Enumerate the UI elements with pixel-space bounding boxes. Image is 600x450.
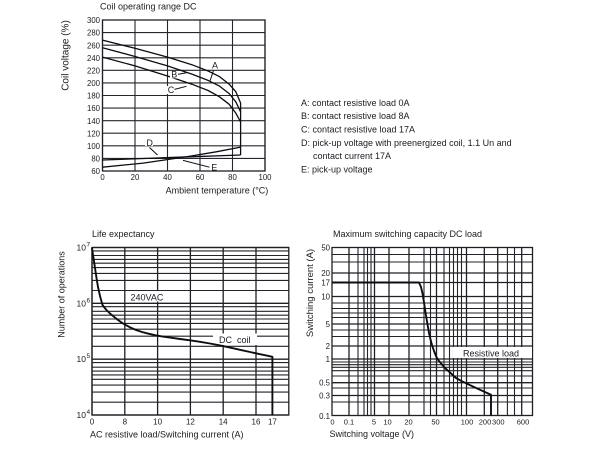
svg-text:100: 100 <box>87 142 101 151</box>
svg-text:B: B <box>171 69 177 79</box>
svg-text:E: pick-up voltage: E: pick-up voltage <box>301 164 373 174</box>
svg-text:1: 1 <box>326 355 330 364</box>
svg-text:40: 40 <box>163 173 172 182</box>
svg-text:4: 4 <box>87 409 91 416</box>
svg-text:300: 300 <box>492 417 505 426</box>
svg-text:10: 10 <box>77 298 87 308</box>
svg-text:20: 20 <box>321 269 330 278</box>
svg-text:160: 160 <box>87 104 101 113</box>
svg-text:Resistive load: Resistive load <box>463 349 519 359</box>
svg-text:D: D <box>146 138 153 148</box>
svg-text:2: 2 <box>326 342 330 351</box>
svg-text:8: 8 <box>123 418 128 427</box>
svg-text:contact current 17A: contact current 17A <box>313 151 391 161</box>
svg-text:80: 80 <box>228 173 237 182</box>
svg-text:120: 120 <box>87 129 101 138</box>
svg-text:AC resistive load/Switching cu: AC resistive load/Switching current (A) <box>90 430 244 440</box>
svg-text:7: 7 <box>87 242 91 249</box>
svg-text:10: 10 <box>77 354 87 364</box>
svg-text:10: 10 <box>77 410 87 420</box>
svg-text:A: contact resistive load 0A: A: contact resistive load 0A <box>301 98 410 108</box>
svg-text:Number of operations: Number of operations <box>57 251 67 338</box>
svg-text:200: 200 <box>87 79 101 88</box>
svg-text:A: A <box>212 61 218 71</box>
svg-text:0.1: 0.1 <box>319 412 330 421</box>
svg-text:Maximum switching capacity DC: Maximum switching capacity DC load <box>333 229 482 239</box>
svg-text:Coil voltage (%): Coil voltage (%) <box>61 20 72 91</box>
svg-text:17: 17 <box>268 418 277 427</box>
svg-text:10: 10 <box>77 243 87 253</box>
svg-text:260: 260 <box>87 41 101 50</box>
svg-text:50: 50 <box>431 417 439 426</box>
svg-text:20: 20 <box>404 417 412 426</box>
svg-text:100: 100 <box>258 173 272 182</box>
svg-text:Coil operating range DC: Coil operating range DC <box>100 2 197 12</box>
svg-text:280: 280 <box>87 29 101 38</box>
svg-text:14: 14 <box>219 418 228 427</box>
svg-text:10: 10 <box>383 417 391 426</box>
svg-text:B: contact resistive load 8A: B: contact resistive load 8A <box>301 111 410 121</box>
svg-text:Ambient temperature (°C): Ambient temperature (°C) <box>166 186 269 196</box>
svg-text:17: 17 <box>321 279 330 288</box>
svg-text:300: 300 <box>87 16 101 25</box>
svg-text:5: 5 <box>87 353 91 360</box>
svg-text:100: 100 <box>461 417 474 426</box>
svg-text:D: pick-up voltage with preene: D: pick-up voltage with preenergized coi… <box>301 138 512 148</box>
svg-text:10: 10 <box>153 418 162 427</box>
svg-text:0.5: 0.5 <box>319 379 331 388</box>
svg-text:200: 200 <box>479 417 492 426</box>
svg-text:60: 60 <box>196 173 205 182</box>
svg-text:0: 0 <box>100 173 105 182</box>
svg-text:C: contact resistive load 17A: C: contact resistive load 17A <box>301 125 415 135</box>
svg-text:Life expectancy: Life expectancy <box>92 229 155 239</box>
svg-text:180: 180 <box>87 92 101 101</box>
svg-text:5: 5 <box>326 320 331 329</box>
svg-text:50: 50 <box>321 244 330 253</box>
svg-text:240: 240 <box>87 54 101 63</box>
svg-text:6: 6 <box>87 297 91 304</box>
svg-text:DC coil: DC coil <box>219 335 251 345</box>
svg-text:16: 16 <box>252 418 261 427</box>
svg-text:5: 5 <box>372 417 376 426</box>
svg-text:Switching current (A): Switching current (A) <box>305 249 316 337</box>
svg-text:12: 12 <box>186 418 195 427</box>
svg-text:Switching voltage (V): Switching voltage (V) <box>330 429 415 439</box>
svg-text:C: C <box>168 85 175 95</box>
svg-text:10: 10 <box>321 293 330 302</box>
svg-text:600: 600 <box>517 417 530 426</box>
svg-text:0.1: 0.1 <box>344 417 354 426</box>
svg-text:220: 220 <box>87 66 101 75</box>
svg-text:0: 0 <box>330 417 334 426</box>
svg-text:80: 80 <box>91 155 100 164</box>
svg-text:240VAC: 240VAC <box>131 293 164 303</box>
svg-text:0: 0 <box>90 418 95 427</box>
svg-text:E: E <box>211 162 217 172</box>
svg-text:20: 20 <box>131 173 140 182</box>
svg-text:60: 60 <box>91 167 100 176</box>
svg-text:140: 140 <box>87 117 101 126</box>
svg-text:0.3: 0.3 <box>319 392 330 401</box>
